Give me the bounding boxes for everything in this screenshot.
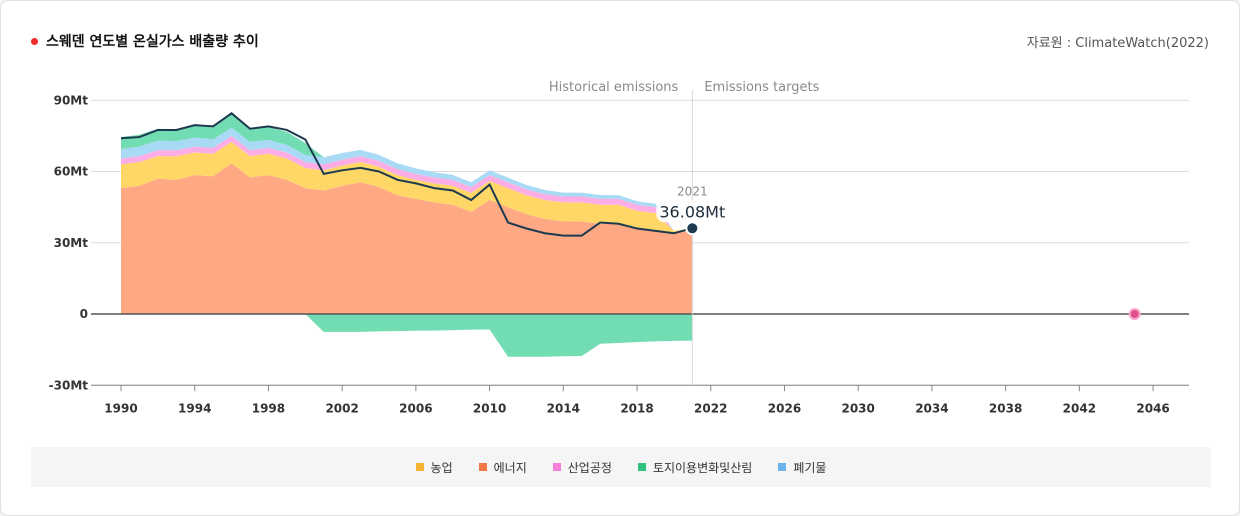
area-농업 xyxy=(121,141,693,234)
region-label-historical: Historical emissions xyxy=(549,80,679,95)
legend-swatch xyxy=(478,463,487,471)
legend-item[interactable]: 산업공정 xyxy=(552,459,612,476)
area-layers xyxy=(121,113,693,357)
target-point xyxy=(1128,308,1141,320)
legend-item[interactable]: 농업 xyxy=(415,459,453,476)
x-tick-label: 2046 xyxy=(1136,401,1169,415)
total-line-layer xyxy=(120,112,693,237)
legend-label: 농업 xyxy=(430,460,453,475)
y-tick-label: 0 xyxy=(80,307,88,321)
x-tick-label: 1990 xyxy=(104,401,137,415)
source-label: 자료원 : ClimateWatch(2022) xyxy=(1026,36,1209,51)
x-tick-label: 2014 xyxy=(547,401,580,415)
legend-swatch xyxy=(637,463,646,471)
annotations: Historical emissions Emissions targets 202… xyxy=(549,80,1141,386)
x-tick-label: 2010 xyxy=(473,401,506,415)
legend-label: 산업공정 xyxy=(567,460,612,475)
x-tick-label: 2042 xyxy=(1063,401,1096,415)
x-tick-label: 2018 xyxy=(620,401,653,415)
latest-year-label: 2021 xyxy=(677,184,708,198)
x-tick-label: 2034 xyxy=(915,401,948,415)
y-tick-label: 90Mt xyxy=(54,93,89,107)
x-tick-label: 1994 xyxy=(178,401,211,415)
legend-swatch xyxy=(415,463,424,471)
latest-point xyxy=(685,221,700,236)
legend: 농업 에너지 산업공정 토지이용변화및산림 폐기물 xyxy=(31,447,1211,487)
legend-label: 폐기물 xyxy=(793,460,827,475)
legend-label: 에너지 xyxy=(493,460,527,475)
x-tick-label: 2030 xyxy=(841,401,874,415)
x-tick-label: 2026 xyxy=(768,401,801,415)
title-bullet-icon xyxy=(31,37,38,45)
area-에너지 xyxy=(121,163,693,314)
total-emissions-line xyxy=(120,112,693,237)
y-tick-label: 60Mt xyxy=(54,165,89,179)
chart-title: 스웨덴 연도별 온실가스 배출량 추이 xyxy=(46,34,259,50)
legend-item[interactable]: 폐기물 xyxy=(778,459,826,476)
region-label-targets: Emissions targets xyxy=(704,80,819,95)
axes: 90Mt 60Mt 30Mt 0 -30Mt 1990 1994 1998 2002 2006 20… xyxy=(49,93,1189,415)
y-tick-label: -30Mt xyxy=(49,378,89,392)
emissions-chart: 90Mt 60Mt 30Mt 0 -30Mt 1990 1994 1998 2002 2006 20… xyxy=(49,80,1189,415)
legend-swatch xyxy=(778,463,787,471)
legend-label: 토지이용변화및산림 xyxy=(652,460,753,475)
x-tick-label: 2038 xyxy=(989,401,1022,415)
title-row: 스웨덴 연도별 온실가스 배출량 추이 xyxy=(31,31,259,51)
x-tick-label: 1998 xyxy=(252,401,285,415)
value-label-bg xyxy=(656,200,729,223)
latest-value-label: 36.08Mt xyxy=(659,202,725,221)
x-tick-label: 2002 xyxy=(325,401,358,415)
legend-swatch xyxy=(552,463,561,471)
legend-item[interactable]: 토지이용변화및산림 xyxy=(637,459,753,476)
legend-item[interactable]: 에너지 xyxy=(478,459,527,476)
y-tick-label: 30Mt xyxy=(54,236,89,250)
x-tick-label: 2006 xyxy=(399,401,432,415)
x-tick-label: 2022 xyxy=(694,401,727,415)
area-landuse-negative xyxy=(121,314,693,357)
